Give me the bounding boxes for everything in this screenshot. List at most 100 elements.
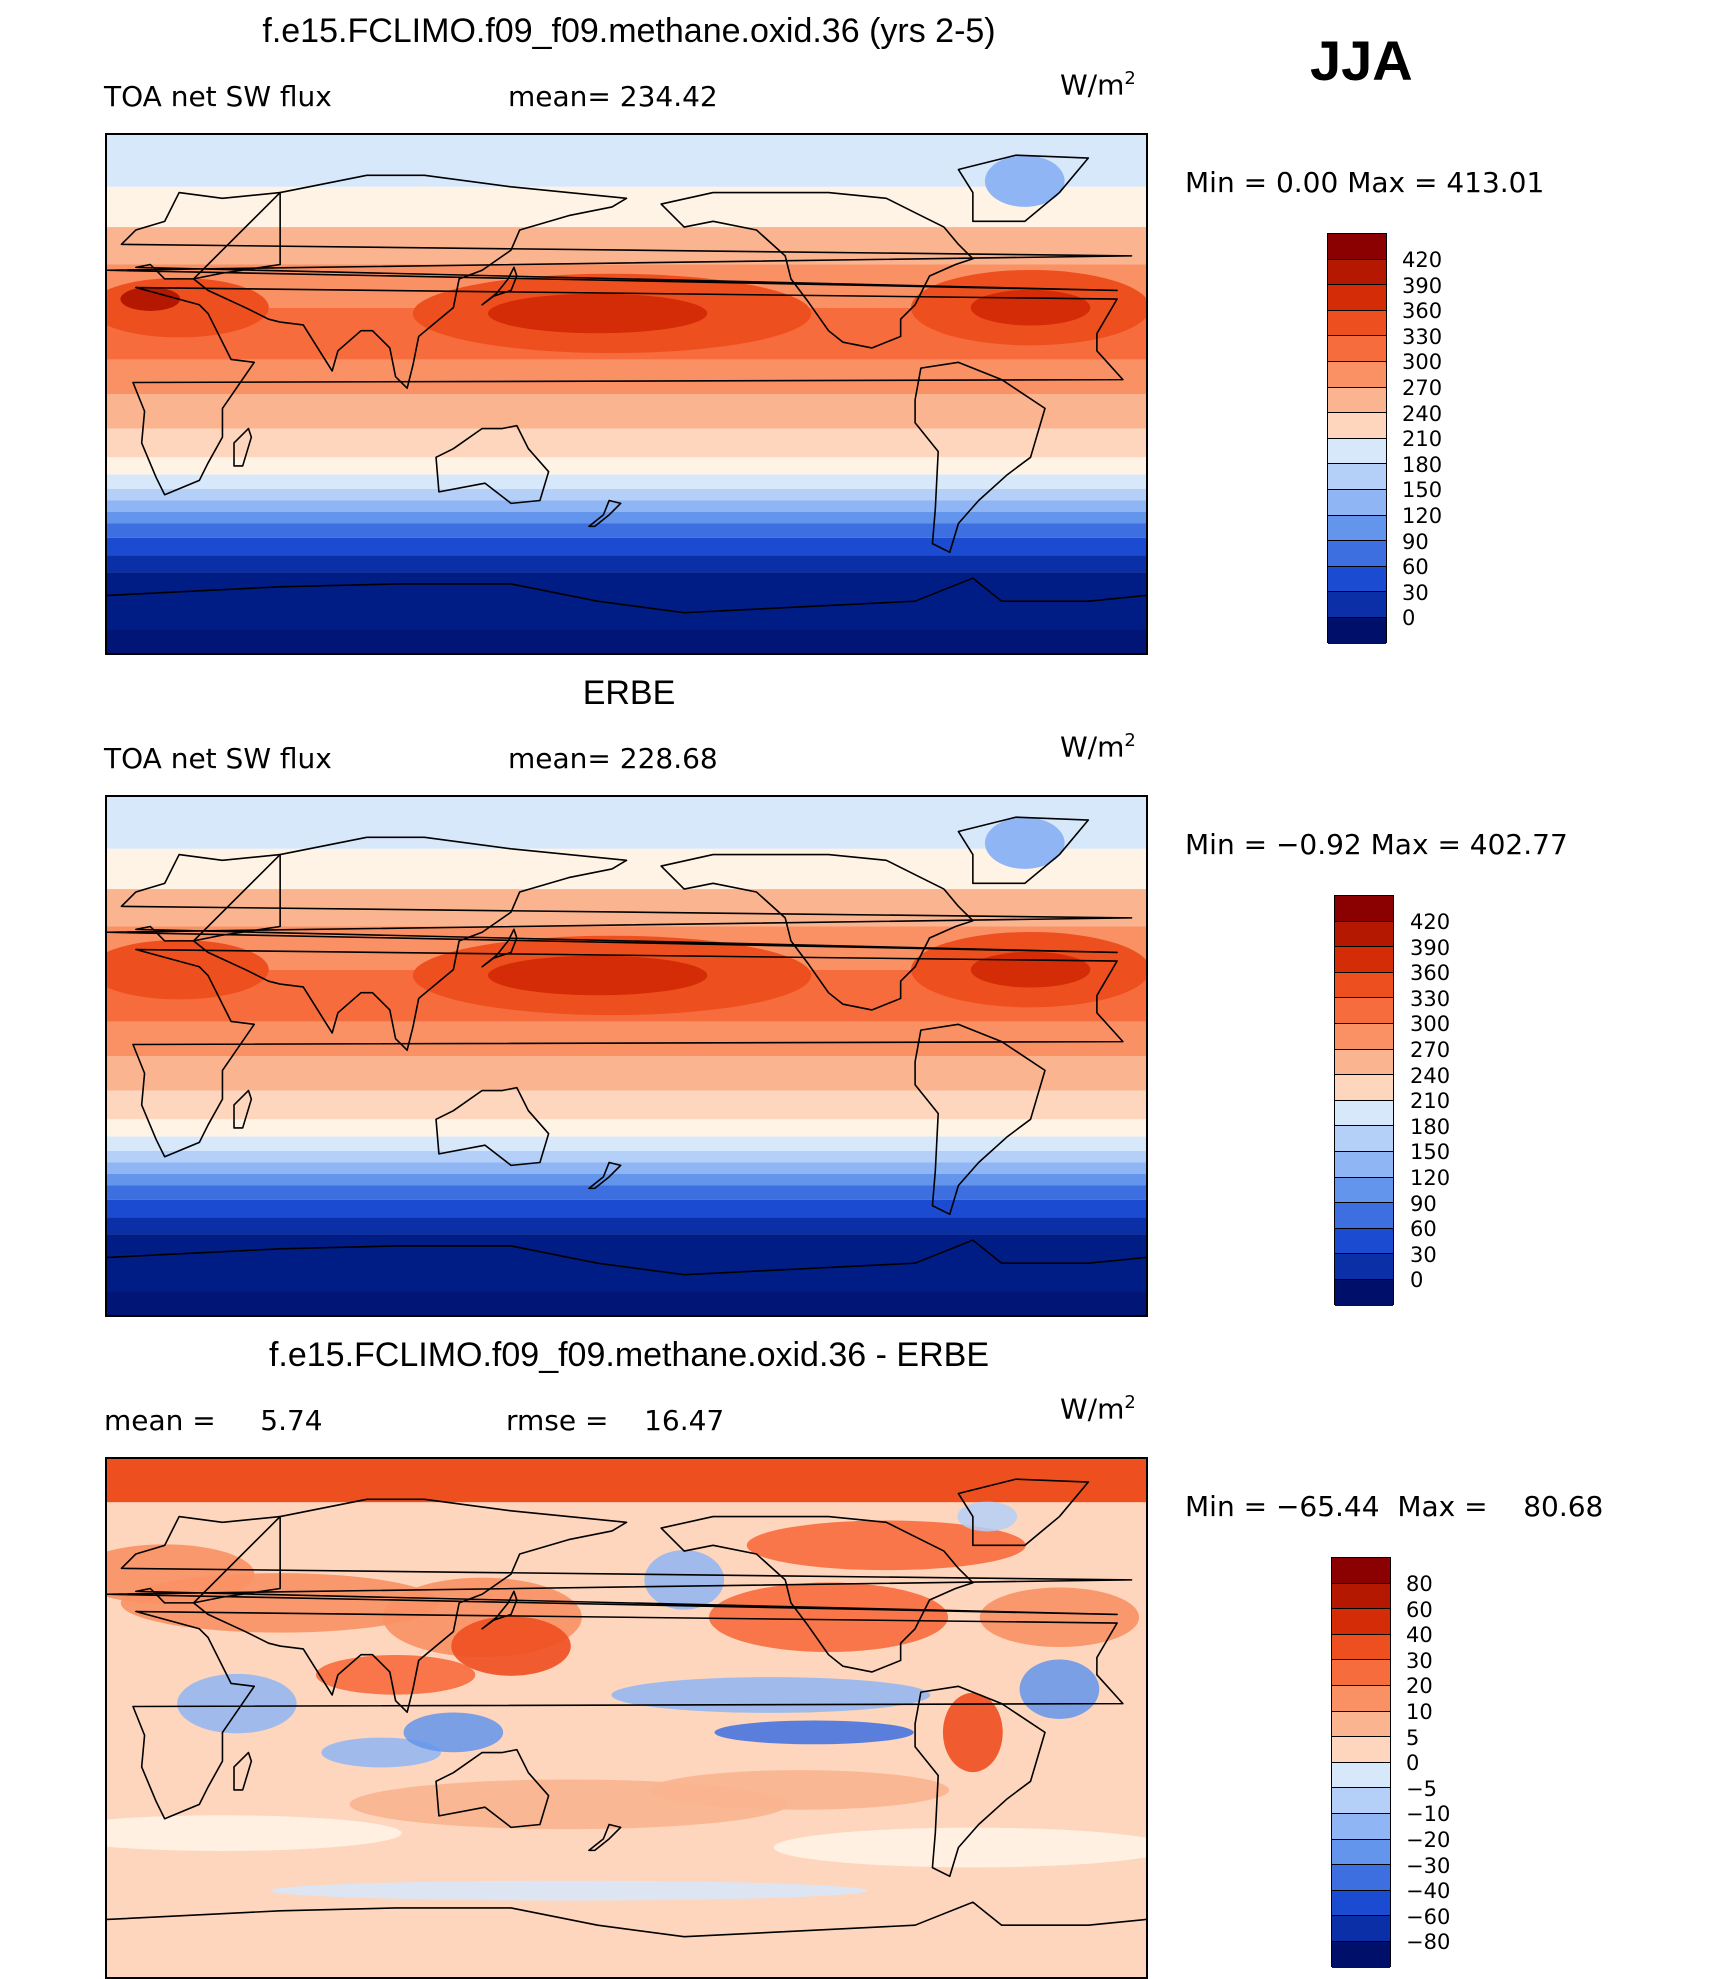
- colorbar-tick-label: 30: [1406, 1648, 1433, 1673]
- colorbar-tick-label: 150: [1410, 1140, 1451, 1165]
- panel-title: ERBE: [582, 674, 676, 712]
- colorbar-tick-label: 60: [1406, 1597, 1433, 1622]
- colorbar-tick-label: 0: [1402, 606, 1416, 631]
- colorbar-tick-label: 30: [1410, 1242, 1437, 1267]
- mean-stat: mean= 228.68: [508, 742, 718, 775]
- coastline: [233, 1089, 253, 1129]
- coastline: [107, 1515, 1133, 1616]
- colorbar-box: [1328, 413, 1386, 439]
- colorbar-box: [1332, 1609, 1390, 1635]
- units-label: W/m2: [1060, 730, 1136, 764]
- colorbar-box: [1328, 285, 1386, 311]
- coastline: [435, 1748, 550, 1829]
- field-layer: [107, 1459, 1146, 1977]
- colorbar-tick-label: 10: [1406, 1699, 1433, 1724]
- colorbar-tick-label: 390: [1402, 273, 1443, 298]
- colorbar-tick-label: 30: [1402, 580, 1429, 605]
- map-plot: [107, 135, 1146, 653]
- colorbar-tick-label: −20: [1406, 1827, 1451, 1852]
- min-max-label: Min = −0.92 Max = 402.77: [1185, 828, 1568, 861]
- colorbar-box: [1335, 1228, 1393, 1255]
- colorbar-box: [1328, 234, 1386, 260]
- coastline: [107, 577, 1146, 614]
- map-plot: [107, 1459, 1146, 1977]
- colorbar-box: [1328, 310, 1386, 337]
- colorbar-box: [1335, 972, 1393, 999]
- colorbar-box: [1332, 1916, 1390, 1942]
- coastline: [957, 816, 1090, 885]
- colorbar-box: [1332, 1788, 1390, 1814]
- coastline-layer: [107, 1478, 1146, 1938]
- map-model: [105, 133, 1148, 655]
- colorbar-box: [1335, 921, 1393, 948]
- colorbar-box: [1332, 1737, 1390, 1763]
- colorbar-tick-label: 270: [1410, 1037, 1451, 1062]
- colorbar-tick-label: 240: [1402, 401, 1443, 426]
- colorbar-tick-label: 150: [1402, 478, 1443, 503]
- colorbar-labels: 420 390 360 330 300 270 240 210 180 150 120 90 60 30 0: [1410, 910, 1450, 1294]
- colorbar-box: [1328, 592, 1386, 618]
- colorbar-tick-label: 210: [1402, 427, 1443, 452]
- colorbar: [1327, 233, 1387, 644]
- colorbar-tick-label: 210: [1410, 1089, 1451, 1114]
- colorbar-box: [1328, 259, 1386, 286]
- coastline-layer: [107, 154, 1146, 614]
- colorbar-labels: 420 390 360 330 300 270 240 210 180 150 120 90 60 30 0: [1402, 248, 1442, 632]
- colorbar-box: [1328, 464, 1386, 490]
- colorbar: [1334, 895, 1394, 1306]
- colorbar-box: [1335, 1075, 1393, 1101]
- colorbar-tick-label: −5: [1406, 1776, 1437, 1801]
- colorbar-box: [1335, 1049, 1393, 1076]
- variable-label: TOA net SW flux: [104, 742, 332, 775]
- min-max-label: Min = −65.44 Max = 80.68: [1185, 1490, 1604, 1523]
- colorbar-box: [1332, 1941, 1390, 1968]
- colorbar-tick-label: 420: [1410, 910, 1451, 934]
- coastline: [233, 1751, 253, 1791]
- colorbar-tick-label: 300: [1410, 1012, 1451, 1037]
- colorbar-tick-label: 330: [1402, 324, 1443, 349]
- colorbar-box: [1335, 1203, 1393, 1229]
- colorbar-tick-label: −60: [1406, 1904, 1451, 1929]
- coastline: [588, 1823, 622, 1852]
- colorbar-box: [1332, 1660, 1390, 1686]
- colorbar-tick-label: 120: [1402, 503, 1443, 528]
- colorbar-tick-label: 390: [1410, 935, 1451, 960]
- variable-label: TOA net SW flux: [104, 80, 332, 113]
- coastline: [481, 928, 518, 968]
- colorbar-tick-label: 360: [1402, 299, 1443, 324]
- colorbar-box: [1335, 1151, 1393, 1178]
- coastline: [481, 1590, 518, 1630]
- colorbar-box: [1332, 1813, 1390, 1840]
- colorbar-box: [1332, 1762, 1390, 1789]
- coastline: [588, 1161, 622, 1190]
- colorbar-box: [1335, 1126, 1393, 1152]
- colorbar-box: [1332, 1839, 1390, 1866]
- field-layer: [107, 135, 1146, 653]
- colorbar-box: [1328, 541, 1386, 567]
- coastline: [660, 1515, 974, 1673]
- coastline: [435, 424, 550, 505]
- colorbar-tick-label: 90: [1410, 1191, 1437, 1216]
- coastline: [914, 1685, 1046, 1878]
- colorbar-box: [1335, 1254, 1393, 1280]
- colorbar-box: [1335, 1023, 1393, 1050]
- colorbar-box: [1332, 1711, 1390, 1738]
- units-label: W/m2: [1060, 68, 1136, 102]
- colorbar-box: [1335, 947, 1393, 973]
- season-label: JJA: [1310, 29, 1413, 92]
- colorbar-tick-label: 0: [1406, 1751, 1420, 1776]
- coastline: [192, 836, 628, 1052]
- coastline: [481, 266, 518, 306]
- units-label: W/m2: [1060, 1392, 1136, 1426]
- colorbar-tick-label: 0: [1410, 1268, 1424, 1293]
- map-observed: [105, 795, 1148, 1317]
- colorbar-tick-label: 420: [1402, 248, 1443, 272]
- coastline: [957, 1478, 1090, 1547]
- coastline: [588, 499, 622, 528]
- colorbar-tick-label: −30: [1406, 1853, 1451, 1878]
- coastline: [233, 427, 253, 467]
- mean-stat: mean = 5.74: [104, 1404, 323, 1437]
- colorbar: [1331, 1557, 1391, 1968]
- coastline-layer: [107, 816, 1146, 1276]
- colorbar-tick-label: −10: [1406, 1802, 1451, 1827]
